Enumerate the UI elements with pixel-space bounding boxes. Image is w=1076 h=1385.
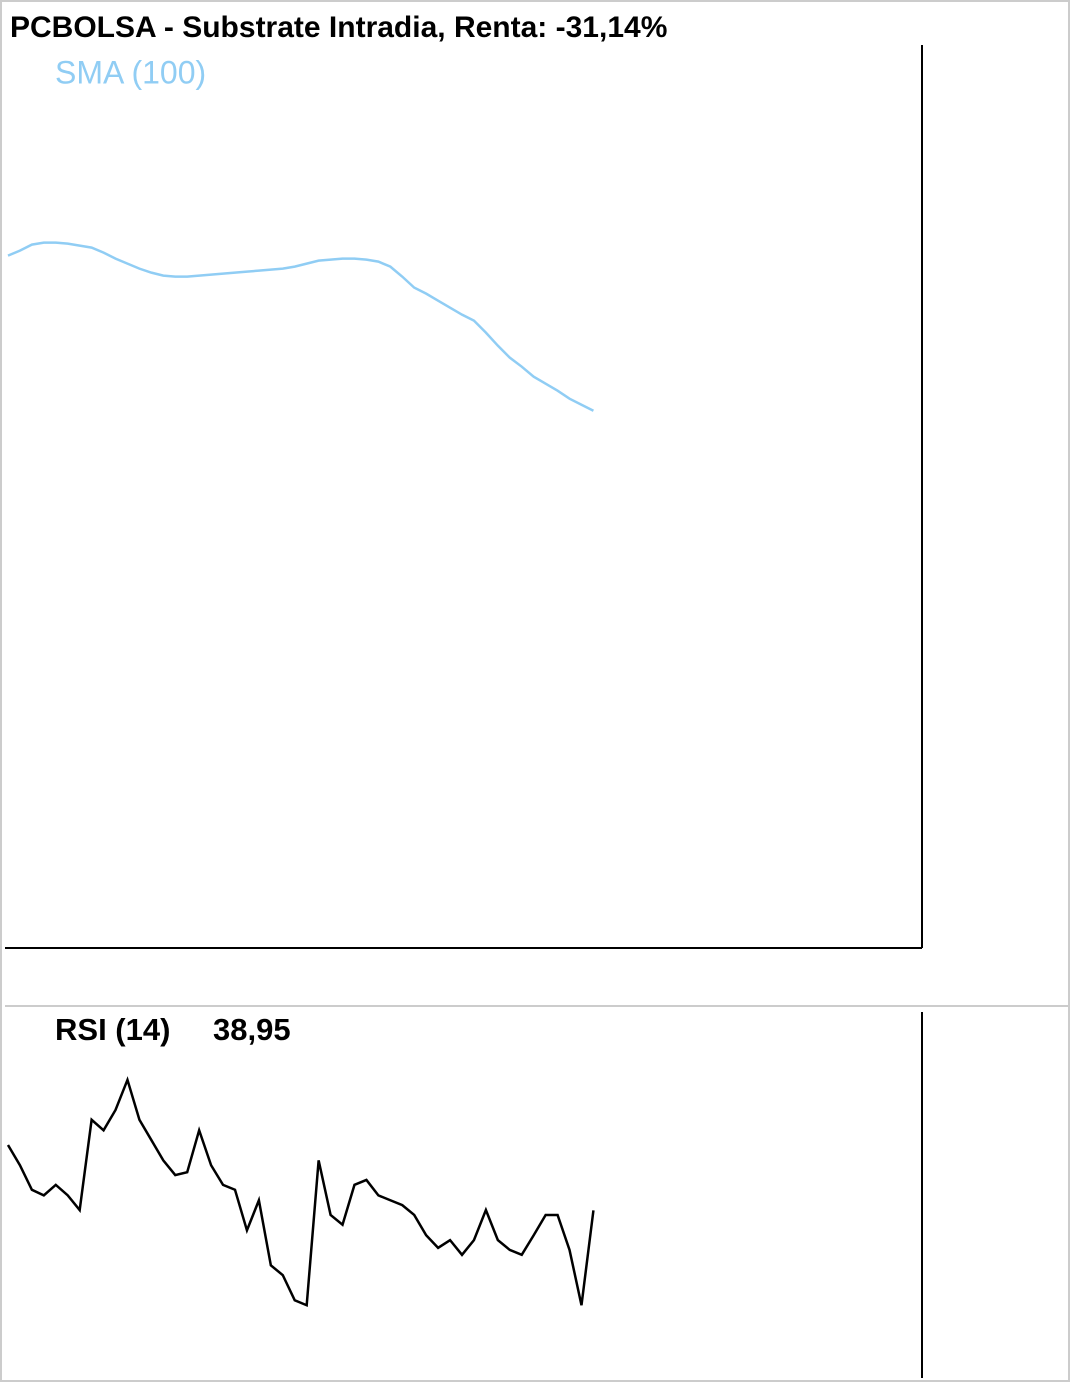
title-background bbox=[5, 8, 920, 48]
sma-line bbox=[7, 241, 594, 412]
rsi-value: 38,95 bbox=[213, 1012, 291, 1047]
chart-title: PCBOLSA - Substrate Intradia, Renta: -31… bbox=[10, 11, 667, 44]
rsi-line bbox=[6, 1076, 595, 1308]
plot bbox=[6, 241, 595, 1308]
rsi-legend: RSI (14) bbox=[55, 1012, 170, 1047]
sma-legend: SMA (100) bbox=[55, 54, 206, 90]
